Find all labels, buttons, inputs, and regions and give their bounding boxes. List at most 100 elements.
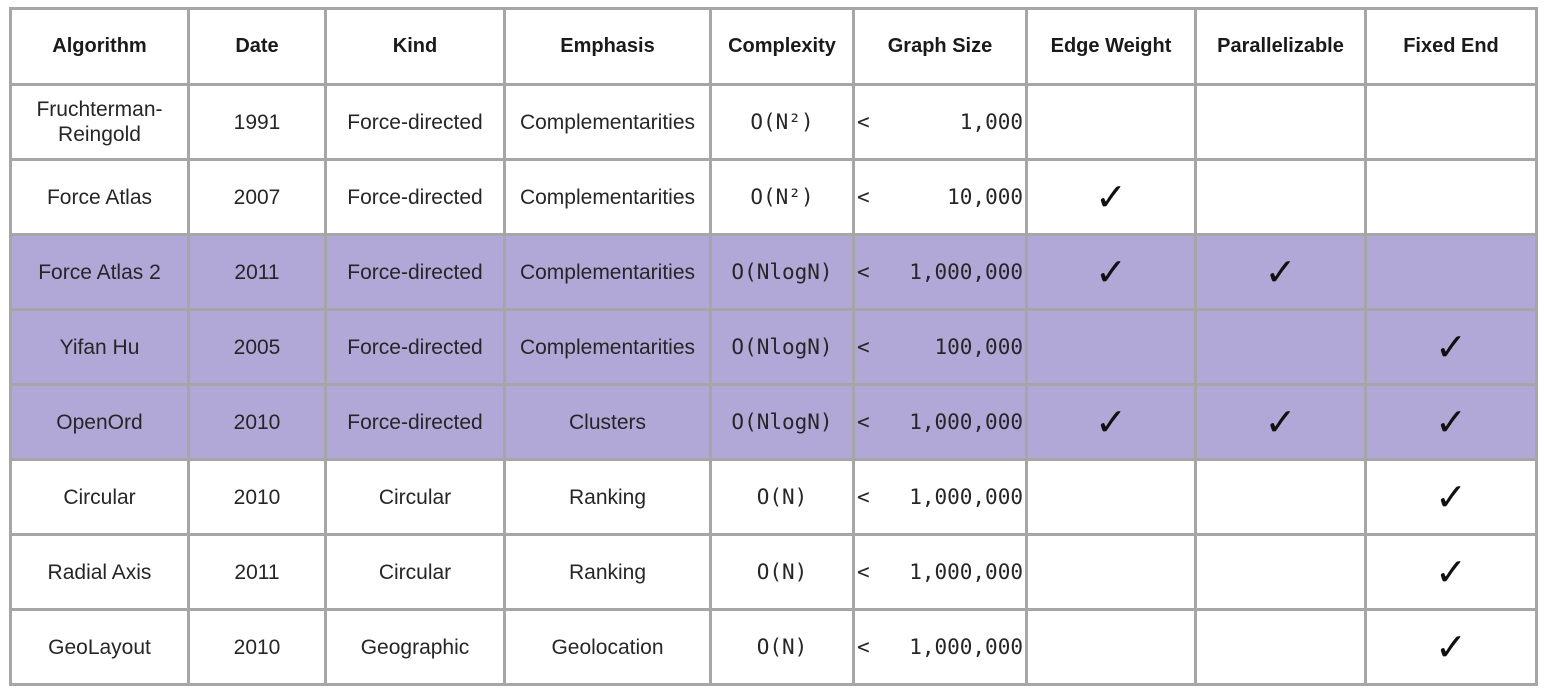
graph-size-cell: <10,000 xyxy=(852,158,1028,236)
table-header: Algorithm Date Kind Emphasis Complexity … xyxy=(9,7,1538,86)
graph-size-number: 10,000 xyxy=(947,184,1023,209)
parallelizable-cell xyxy=(1194,533,1367,611)
parallelizable-cell xyxy=(1194,608,1367,686)
date-cell: 2010 xyxy=(187,608,327,686)
graph-size-cell: <1,000,000 xyxy=(852,458,1028,536)
graph-size-prefix: < xyxy=(857,634,870,659)
emphasis-cell: Complementarities xyxy=(503,83,712,161)
header-fixed-end: Fixed End xyxy=(1364,7,1538,86)
graph-size-cell: <1,000,000 xyxy=(852,233,1028,311)
graph-size-number: 1,000,000 xyxy=(909,484,1023,509)
complexity-cell: O(N²) xyxy=(709,158,855,236)
graph-size-value: <1,000,000 xyxy=(857,410,1023,435)
graph-size-number: 100,000 xyxy=(934,334,1023,359)
graph-size-prefix: < xyxy=(857,334,870,359)
complexity-cell: O(N) xyxy=(709,608,855,686)
header-graph-size: Graph Size xyxy=(852,7,1028,86)
header-parallelizable: Parallelizable xyxy=(1194,7,1367,86)
algorithm-cell: Yifan Hu xyxy=(9,308,190,386)
algorithm-cell: GeoLayout xyxy=(9,608,190,686)
graph-size-cell: <1,000,000 xyxy=(852,533,1028,611)
date-cell: 1991 xyxy=(187,83,327,161)
emphasis-cell: Ranking xyxy=(503,533,712,611)
date-cell: 2011 xyxy=(187,533,327,611)
emphasis-cell: Clusters xyxy=(503,383,712,461)
edge-weight-cell xyxy=(1025,533,1197,611)
graph-size-prefix: < xyxy=(857,109,870,134)
edge-weight-cell xyxy=(1025,83,1197,161)
parallelizable-cell xyxy=(1194,458,1367,536)
checkmark-icon: ✓ xyxy=(1264,400,1297,444)
complexity-cell: O(N) xyxy=(709,533,855,611)
graph-size-value: <10,000 xyxy=(857,185,1023,210)
graph-size-value: <1,000,000 xyxy=(857,260,1023,285)
date-cell: 2010 xyxy=(187,458,327,536)
graph-size-value: <100,000 xyxy=(857,335,1023,360)
kind-cell: Force-directed xyxy=(324,158,506,236)
graph-size-cell: <100,000 xyxy=(852,308,1028,386)
checkmark-icon: ✓ xyxy=(1095,400,1127,444)
date-cell: 2005 xyxy=(187,308,327,386)
graph-size-prefix: < xyxy=(857,484,870,509)
table-row: GeoLayout 2010 Geographic Geolocation O(N) <1… xyxy=(9,608,1538,686)
fixed-end-cell: ✓ xyxy=(1364,308,1538,386)
kind-cell: Geographic xyxy=(324,608,506,686)
emphasis-cell: Complementarities xyxy=(503,158,712,236)
table-row: Force Atlas 2 2011 Force-directed Complemen… xyxy=(9,233,1538,311)
header-algorithm: Algorithm xyxy=(9,7,190,86)
kind-cell: Force-directed xyxy=(324,233,506,311)
fixed-end-cell: ✓ xyxy=(1364,608,1538,686)
table-row: Yifan Hu 2005 Force-directed Complementarit… xyxy=(9,308,1538,386)
parallelizable-cell xyxy=(1194,308,1367,386)
algorithm-cell: Circular xyxy=(9,458,190,536)
complexity-cell: O(N²) xyxy=(709,83,855,161)
checkmark-icon: ✓ xyxy=(1435,325,1467,369)
algorithm-cell: Fruchterman-Reingold xyxy=(9,83,190,161)
parallelizable-cell: ✓ xyxy=(1194,233,1367,311)
emphasis-cell: Complementarities xyxy=(503,233,712,311)
edge-weight-cell: ✓ xyxy=(1025,233,1197,311)
checkmark-icon: ✓ xyxy=(1435,400,1467,444)
header-edge-weight: Edge Weight xyxy=(1025,7,1197,86)
edge-weight-cell xyxy=(1025,608,1197,686)
header-complexity: Complexity xyxy=(709,7,855,86)
header-row: Algorithm Date Kind Emphasis Complexity … xyxy=(9,7,1538,86)
complexity-cell: O(NlogN) xyxy=(709,383,855,461)
emphasis-cell: Geolocation xyxy=(503,608,712,686)
graph-size-prefix: < xyxy=(857,559,870,584)
header-emphasis: Emphasis xyxy=(503,7,712,86)
emphasis-cell: Complementarities xyxy=(503,308,712,386)
edge-weight-cell xyxy=(1025,308,1197,386)
checkmark-icon: ✓ xyxy=(1095,250,1127,294)
checkmark-icon: ✓ xyxy=(1435,475,1467,519)
fixed-end-cell xyxy=(1364,83,1538,161)
edge-weight-cell xyxy=(1025,458,1197,536)
graph-size-cell: <1,000,000 xyxy=(852,608,1028,686)
checkmark-icon: ✓ xyxy=(1435,550,1467,594)
parallelizable-cell xyxy=(1194,158,1367,236)
graph-size-value: <1,000,000 xyxy=(857,635,1023,660)
table-row: Circular 2010 Circular Ranking O(N) <1,000,00… xyxy=(9,458,1538,536)
layout-comparison-table: Algorithm Date Kind Emphasis Complexity … xyxy=(9,7,1538,686)
date-cell: 2011 xyxy=(187,233,327,311)
graph-size-value: <1,000,000 xyxy=(857,560,1023,585)
table-body: Fruchterman-Reingold 1991 Force-directed Co… xyxy=(9,83,1538,686)
graph-size-cell: <1,000 xyxy=(852,83,1028,161)
fixed-end-cell: ✓ xyxy=(1364,533,1538,611)
date-cell: 2010 xyxy=(187,383,327,461)
algorithm-cell: Force Atlas 2 xyxy=(9,233,190,311)
graph-size-number: 1,000,000 xyxy=(909,409,1023,434)
kind-cell: Force-directed xyxy=(324,383,506,461)
algorithm-cell: Radial Axis xyxy=(9,533,190,611)
complexity-cell: O(NlogN) xyxy=(709,233,855,311)
date-cell: 2007 xyxy=(187,158,327,236)
complexity-cell: O(NlogN) xyxy=(709,308,855,386)
graph-size-number: 1,000 xyxy=(959,109,1023,134)
graph-size-number: 1,000,000 xyxy=(909,559,1023,584)
header-date: Date xyxy=(187,7,327,86)
table-row: Radial Axis 2011 Circular Ranking O(N) <1,000… xyxy=(9,533,1538,611)
checkmark-icon: ✓ xyxy=(1095,175,1127,219)
fixed-end-cell: ✓ xyxy=(1364,383,1538,461)
graph-size-number: 1,000,000 xyxy=(909,259,1023,284)
edge-weight-cell: ✓ xyxy=(1025,383,1197,461)
